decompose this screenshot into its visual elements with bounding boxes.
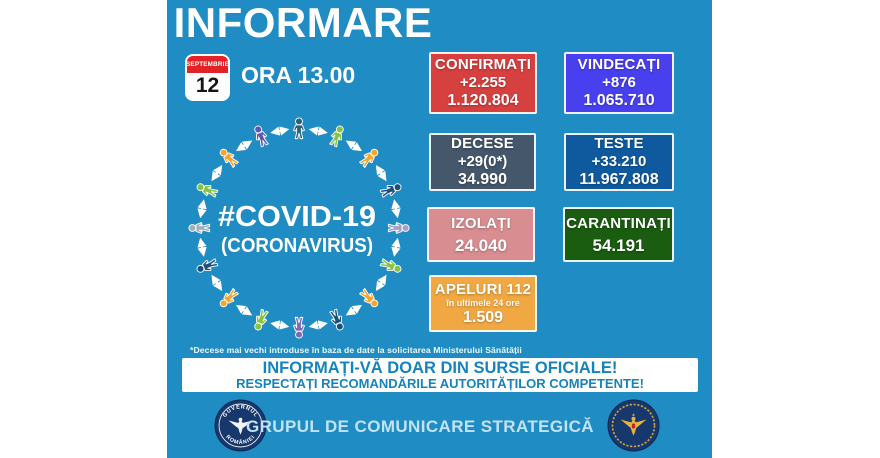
double-arrow-icon: [197, 237, 207, 257]
stat-total: 24.040: [455, 235, 507, 255]
covid-circle-logo: #COVID-19 (CORONAVIRUS): [188, 117, 410, 339]
blue-panel: INFORMARE SEPTEMBRIE 12 ORA 13.00 #COVID…: [167, 0, 712, 458]
banner-line1: INFORMAȚI-VĂ DOAR DIN SURSE OFICIALE!: [262, 359, 618, 377]
calendar-icon: SEPTEMBRIE 12: [185, 54, 230, 101]
double-arrow-icon: [270, 126, 290, 136]
stat-total: 11.967.808: [579, 171, 659, 188]
double-arrow-icon: [270, 320, 290, 330]
person-icon: [194, 256, 219, 276]
person-icon: [379, 180, 404, 200]
person-icon: [293, 316, 305, 339]
stat-delta: +29(0*): [457, 153, 508, 170]
time-label: ORA 13.00: [241, 62, 356, 88]
footer-title: GRUPUL DE COMUNICARE STRATEGICĂ: [245, 417, 594, 436]
stat-label: IZOLAȚI: [451, 214, 511, 232]
stat-box-recovered: VINDECAȚI +876 1.065.710: [564, 52, 674, 114]
double-arrow-icon: [211, 164, 223, 182]
stat-box-confirmed: CONFIRMAȚI +2.255 1.120.804: [429, 52, 537, 114]
person-icon: [379, 256, 404, 276]
person-icon: [357, 286, 382, 311]
stat-total: 54.191: [592, 235, 645, 255]
stat-sublabel: în ultimele 24 ore: [446, 297, 520, 308]
double-arrow-icon: [375, 164, 387, 182]
stat-box-tests: TESTE +33.210 11.967.808: [564, 133, 674, 191]
double-arrow-icon: [375, 274, 387, 292]
double-arrow-icon: [211, 274, 223, 292]
person-icon: [327, 308, 347, 333]
person-icon: [293, 117, 305, 140]
double-arrow-icon: [391, 237, 401, 257]
eagle-emblem-icon: [228, 417, 253, 435]
person-icon: [216, 286, 241, 311]
stat-label: VINDECAȚI: [577, 56, 661, 73]
double-arrow-icon: [345, 304, 363, 316]
double-arrow-icon: [197, 199, 207, 219]
person-icon: [194, 180, 219, 200]
seal-text-bottom: ROMÂNIEI: [224, 434, 255, 446]
double-arrow-icon: [308, 126, 328, 136]
person-icon: [188, 222, 211, 234]
person-icon: [357, 145, 382, 170]
stat-box-calls-112: APELURI 112 în ultimele 24 ore 1.509: [429, 275, 537, 332]
stat-label: TESTE: [594, 135, 644, 152]
golden-eagle-emblem-icon: [620, 413, 647, 436]
stat-total: 34.990: [458, 171, 507, 188]
circle-arrows: [197, 126, 401, 330]
svg-text:ROMÂNIEI: ROMÂNIEI: [224, 434, 256, 446]
stat-total: 1.065.710: [583, 92, 655, 109]
red-shield-icon: [631, 423, 636, 429]
stat-delta: +2.255: [459, 74, 507, 91]
stat-label: CARANTINAȚI: [566, 214, 671, 232]
person-icon: [387, 222, 410, 234]
stat-total: 1.509: [462, 308, 504, 326]
page-title: INFORMARE: [173, 0, 433, 46]
deaths-footnote: *Decese mai vechi introduse în baza de d…: [190, 345, 522, 355]
banner-line2: RESPECTAȚI RECOMANDĂRILE AUTORITĂȚILOR C…: [236, 376, 644, 391]
official-sources-banner: INFORMAȚI-VĂ DOAR DIN SURSE OFICIALE! RE…: [182, 358, 698, 392]
calendar-day: 12: [195, 74, 220, 97]
double-arrow-icon: [235, 140, 253, 152]
government-of-romania-seal: GUVERNUL ROMÂNIEI: [214, 399, 267, 452]
stat-box-deaths: DECESE +29(0*) 34.990: [429, 133, 536, 191]
stat-total: 1.120.804: [447, 92, 519, 109]
covid-subtitle: (CORONAVIRUS): [221, 235, 373, 257]
double-arrow-icon: [391, 199, 401, 219]
stat-label: APELURI 112: [434, 280, 532, 298]
covid-hashtag: #COVID-19: [218, 201, 376, 233]
person-icon: [251, 308, 271, 333]
double-arrow-icon: [308, 320, 328, 330]
stat-label: DECESE: [451, 135, 514, 152]
double-arrow-icon: [345, 140, 363, 152]
stat-box-quarantined: CARANTINAȚI 54.191: [563, 207, 674, 262]
stat-delta: +876: [602, 74, 636, 91]
person-icon: [327, 123, 347, 148]
stat-box-isolated: IZOLAȚI 24.040: [427, 207, 535, 262]
person-icon: [216, 145, 241, 170]
stat-label: CONFIRMAȚI: [434, 56, 532, 73]
stat-delta: +33.210: [591, 153, 647, 170]
person-icon: [251, 123, 271, 148]
coat-of-arms-seal: [607, 399, 660, 452]
double-arrow-icon: [235, 304, 253, 316]
calendar-month: SEPTEMBRIE: [187, 56, 228, 73]
